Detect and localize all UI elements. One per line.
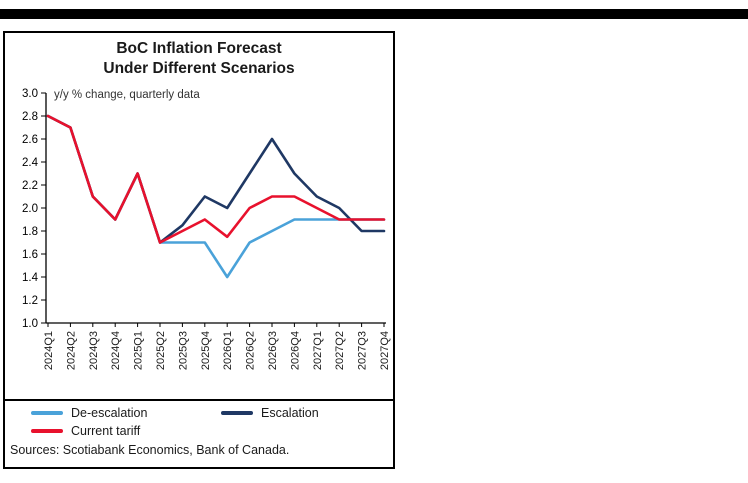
y-tick-label: 1.0 — [22, 318, 38, 330]
x-tick-label: 2027Q1 — [312, 331, 324, 370]
legend-item-current-tariff: Current tariff — [31, 424, 221, 438]
legend-swatch-escalation — [221, 411, 253, 415]
x-tick-label: 2027Q4 — [379, 331, 391, 370]
series-line-escalation — [46, 114, 386, 244]
x-tick-label: 2025Q4 — [200, 331, 212, 370]
legend-label-current-tariff: Current tariff — [71, 424, 141, 438]
legend-label-escalation: Escalation — [261, 406, 319, 420]
y-tick-label: 2.4 — [22, 157, 39, 169]
y-tick-label: 1.8 — [22, 226, 38, 238]
x-tick-label: 2026Q2 — [245, 331, 257, 370]
x-tick-label: 2027Q2 — [334, 331, 346, 370]
legend-item-de-escalation: De-escalation — [31, 406, 221, 420]
x-tick-label: 2026Q3 — [267, 331, 279, 370]
chart-title-line2: Under Different Scenarios — [103, 60, 295, 77]
x-tick-label: 2024Q4 — [110, 331, 122, 370]
legend-label-de-escalation: De-escalation — [71, 406, 148, 420]
chart-title-line1: BoC Inflation Forecast — [116, 40, 282, 57]
x-tick-label: 2024Q3 — [88, 331, 100, 370]
y-tick-label: 3.0 — [22, 88, 38, 100]
legend-swatch-current-tariff — [31, 429, 63, 433]
chart-legend: De-escalation Escalation Current tariff — [5, 401, 393, 438]
inflation-forecast-chart-panel: BoC Inflation Forecast Under Different S… — [3, 31, 395, 469]
top-divider-bar — [0, 9, 748, 19]
y-tick-label: 2.8 — [22, 111, 38, 123]
legend-swatch-de-escalation — [31, 411, 63, 415]
chart-subtitle: y/y % change, quarterly data — [54, 89, 200, 101]
x-tick-label: 2026Q4 — [289, 331, 301, 370]
x-tick-label: 2026Q1 — [222, 331, 234, 370]
series-line-current-tariff — [46, 114, 386, 244]
y-tick-label: 2.0 — [22, 203, 38, 215]
legend-divider-line — [5, 399, 393, 401]
chart-title: BoC Inflation Forecast Under Different S… — [5, 33, 393, 79]
y-tick-label: 1.4 — [22, 272, 39, 284]
x-tick-label: 2025Q3 — [177, 331, 189, 370]
y-tick-label: 2.2 — [22, 180, 38, 192]
y-tick-label: 2.6 — [22, 134, 38, 146]
x-tick-label: 2025Q2 — [155, 331, 167, 370]
y-tick-label: 1.2 — [22, 295, 38, 307]
x-tick-label: 2025Q1 — [133, 331, 145, 370]
inflation-chart-svg: 1.0 1.2 1.4 1.6 1.8 2.0 2.2 2.4 2.6 2.8 3.0 2024Q1 2… — [22, 88, 391, 370]
legend-item-escalation: Escalation — [221, 406, 389, 420]
y-tick-label: 1.6 — [22, 249, 38, 261]
sources-note: Sources: Scotiabank Economics, Bank of C… — [10, 443, 290, 457]
series-line-de-escalation — [46, 114, 386, 279]
x-tick-label: 2027Q3 — [357, 331, 369, 370]
x-tick-label: 2024Q1 — [43, 331, 55, 370]
x-tick-label: 2024Q2 — [65, 331, 77, 370]
